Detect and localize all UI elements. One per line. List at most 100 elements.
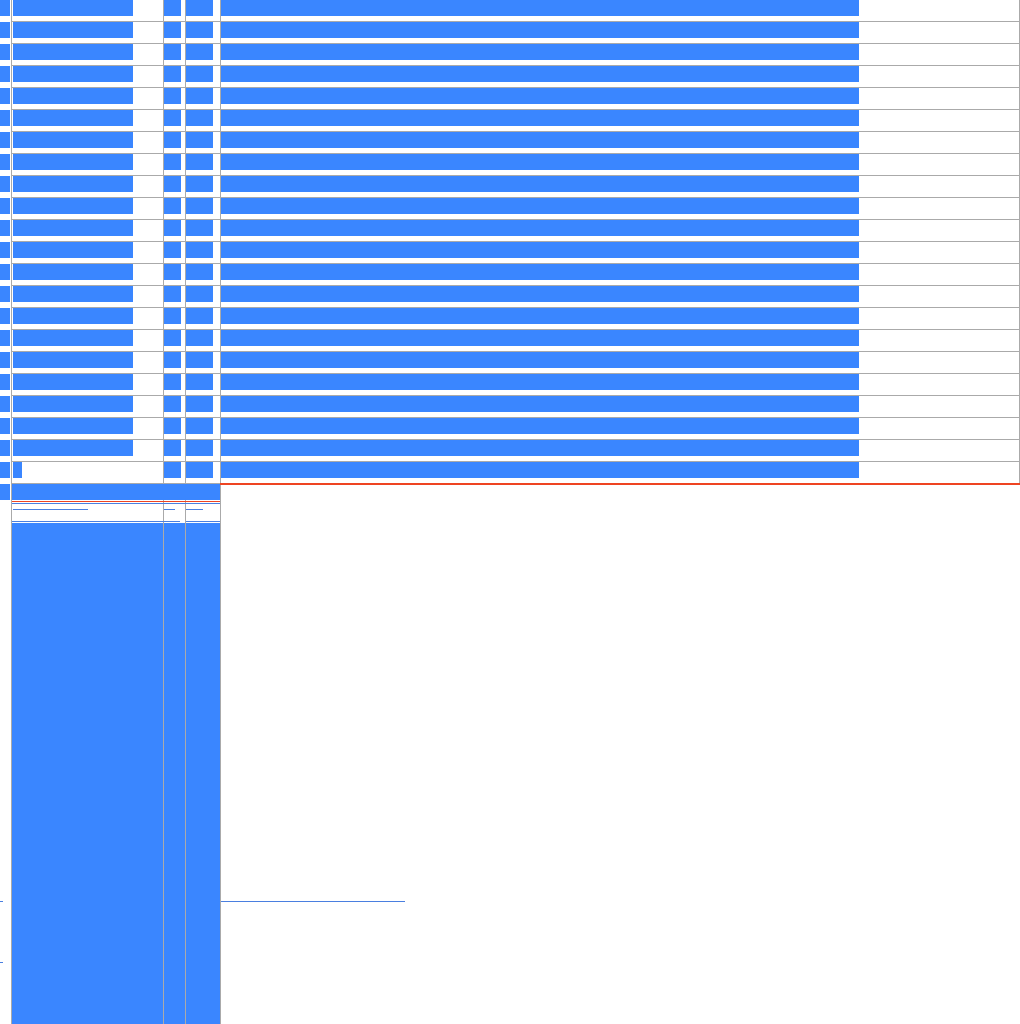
row-divider bbox=[11, 109, 1020, 110]
cell-bar bbox=[221, 66, 859, 82]
cell-bar bbox=[186, 198, 213, 214]
panel-fill bbox=[12, 523, 163, 1024]
row-marker bbox=[0, 220, 10, 236]
cell-bar bbox=[13, 132, 133, 148]
cell-bar bbox=[13, 374, 133, 390]
cell-bar bbox=[164, 132, 181, 148]
panel-fill bbox=[164, 523, 185, 1024]
cell-bar bbox=[186, 352, 213, 368]
footer-line bbox=[164, 509, 175, 510]
cell-bar bbox=[164, 198, 181, 214]
cell-bar bbox=[186, 22, 213, 38]
cell-bar bbox=[221, 462, 859, 478]
cell-bar bbox=[221, 418, 859, 434]
cell-bar bbox=[221, 264, 859, 280]
cell-bar bbox=[186, 88, 213, 104]
cell-bar bbox=[186, 418, 213, 434]
cell-bar bbox=[164, 22, 181, 38]
cell-bar bbox=[221, 352, 859, 368]
row-divider bbox=[11, 373, 1020, 374]
row-marker bbox=[0, 440, 10, 456]
cell-bar bbox=[13, 88, 133, 104]
footer-line bbox=[186, 509, 203, 510]
cell-bar bbox=[186, 264, 213, 280]
cell-bar bbox=[186, 308, 213, 324]
row-divider bbox=[11, 439, 1020, 440]
cell-bar bbox=[221, 286, 859, 302]
row-marker bbox=[0, 396, 10, 412]
row-divider bbox=[11, 417, 1020, 418]
cell-bar bbox=[221, 396, 859, 412]
cell-bar bbox=[186, 374, 213, 390]
cell-bar bbox=[164, 308, 181, 324]
cell-bar bbox=[221, 440, 859, 456]
row-marker bbox=[0, 308, 10, 324]
cell-bar bbox=[221, 22, 859, 38]
footer-line bbox=[186, 521, 220, 522]
row-divider bbox=[11, 87, 1020, 88]
row-marker bbox=[0, 330, 10, 346]
row-marker bbox=[0, 154, 10, 170]
row-divider bbox=[11, 307, 1020, 308]
cell-bar bbox=[13, 242, 133, 258]
cell-bar bbox=[221, 154, 859, 170]
cell-bar bbox=[221, 198, 859, 214]
cell-bar bbox=[13, 462, 22, 478]
cell-bar bbox=[221, 220, 859, 236]
column-divider bbox=[11, 0, 12, 1024]
row-marker bbox=[0, 110, 10, 126]
footer-line bbox=[12, 503, 220, 504]
cell-bar bbox=[186, 154, 213, 170]
row-divider bbox=[11, 153, 1020, 154]
row-divider bbox=[11, 175, 1020, 176]
row-marker bbox=[0, 484, 10, 500]
cell-bar bbox=[186, 220, 213, 236]
cell-bar bbox=[186, 462, 213, 478]
row-marker bbox=[0, 264, 10, 280]
row-marker bbox=[0, 418, 10, 434]
cell-bar bbox=[164, 286, 181, 302]
cell-bar bbox=[13, 308, 133, 324]
row-marker bbox=[0, 66, 10, 82]
row-divider bbox=[11, 351, 1020, 352]
panel-fill bbox=[186, 523, 220, 1024]
cell-bar bbox=[13, 198, 133, 214]
cell-bar bbox=[13, 330, 133, 346]
row-divider bbox=[11, 131, 1020, 132]
cell-bar bbox=[164, 396, 181, 412]
cell-bar bbox=[221, 308, 859, 324]
cell-bar bbox=[186, 330, 213, 346]
cell-bar bbox=[164, 462, 181, 478]
row-marker bbox=[0, 176, 10, 192]
cell-bar bbox=[13, 110, 133, 126]
cell-bar bbox=[13, 22, 133, 38]
row-divider bbox=[11, 395, 1020, 396]
cell-bar bbox=[164, 264, 181, 280]
cell-bar bbox=[164, 374, 181, 390]
cell-bar bbox=[13, 44, 133, 60]
cell-bar bbox=[164, 440, 181, 456]
cell-bar bbox=[164, 242, 181, 258]
column-divider bbox=[220, 484, 221, 1024]
cell-bar bbox=[221, 330, 859, 346]
cell-bar bbox=[221, 88, 859, 104]
cell-bar bbox=[13, 220, 133, 236]
row-divider bbox=[11, 197, 1020, 198]
row-marker bbox=[0, 132, 10, 148]
cell-bar bbox=[186, 396, 213, 412]
cell-bar bbox=[186, 44, 213, 60]
selection-line bbox=[220, 483, 1020, 485]
row-divider bbox=[11, 241, 1020, 242]
footer-line bbox=[12, 521, 180, 522]
row-marker bbox=[0, 88, 10, 104]
cell-bar bbox=[13, 286, 133, 302]
cell-bar bbox=[13, 264, 133, 280]
row-marker bbox=[0, 198, 10, 214]
cell-bar bbox=[13, 418, 133, 434]
cell-bar bbox=[164, 88, 181, 104]
cell-bar bbox=[221, 110, 859, 126]
cell-bar bbox=[221, 132, 859, 148]
cell-bar bbox=[13, 440, 133, 456]
cell-bar bbox=[186, 242, 213, 258]
cell-bar bbox=[186, 440, 213, 456]
